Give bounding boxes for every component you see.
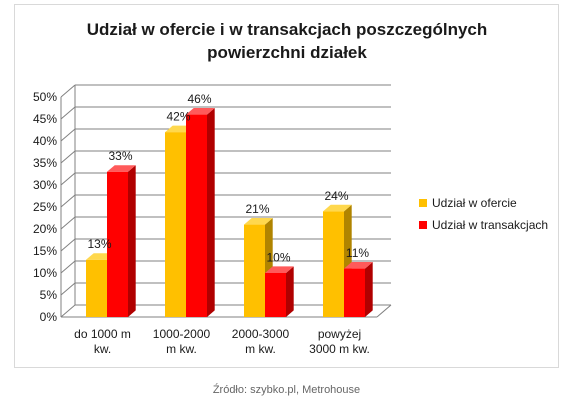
bar-top (323, 204, 352, 212)
data-label: 10% (266, 250, 290, 264)
y-tick-label: 40% (33, 134, 57, 148)
data-label: 24% (324, 189, 348, 203)
bar-top (344, 262, 373, 269)
bar (86, 259, 107, 317)
bar-side (286, 266, 294, 317)
x-category-label: kw. (94, 342, 111, 356)
y-tick-label: 10% (33, 266, 57, 280)
y-tick-label: 15% (33, 244, 57, 258)
bar-top (186, 108, 215, 115)
gridline-depth (60, 216, 76, 230)
x-category-label: powyżej (318, 327, 361, 341)
x-category-label: 2000-3000 (232, 327, 290, 341)
bar (107, 171, 128, 317)
gridline-depth (60, 128, 76, 142)
bar (165, 132, 186, 317)
gridline-depth (60, 194, 76, 208)
gridline-depth (60, 304, 76, 318)
bar-top (107, 165, 136, 172)
y-tick-label: 30% (33, 178, 57, 192)
y-tick-label: 35% (33, 156, 57, 170)
bar-side (207, 108, 215, 317)
gridline-depth (60, 238, 76, 252)
bars (86, 108, 373, 317)
legend-label: Udział w transakcjach (432, 218, 548, 232)
bar (244, 224, 265, 317)
source-caption: Źródło: szybko.pl, Metrohouse (212, 384, 361, 396)
legend-label: Udział w ofercie (432, 196, 517, 210)
y-tick-label: 5% (40, 288, 58, 302)
data-label: 46% (187, 92, 211, 106)
data-labels: 13% 33% 42% 46% 21% 10% 24% 11% (87, 92, 369, 264)
bar-top (265, 266, 294, 273)
bar-top (244, 218, 273, 225)
y-tick-label: 45% (33, 112, 57, 126)
bar-side (365, 262, 373, 317)
floor-right-edge (376, 304, 392, 318)
y-tick-label: 20% (33, 222, 57, 236)
x-category-label: 3000 m kw. (309, 342, 370, 356)
bar (265, 273, 286, 317)
gridline-depth (60, 84, 76, 98)
x-category-label: m kw. (166, 342, 197, 356)
chart-title-line-2: powierzchni działek (207, 43, 367, 62)
y-axis-ticks: 0% 5% 10% 15% 20% 25% 30% 35% 40% 45% 50% (33, 90, 57, 324)
data-label: 21% (245, 202, 269, 216)
gridline-depth (60, 106, 76, 120)
y-tick-label: 0% (40, 310, 58, 324)
chart-frame: Udział w ofercie i w transakcjach poszcz… (14, 4, 559, 368)
data-label: 42% (166, 110, 190, 124)
data-label: 13% (87, 237, 111, 251)
bar-side (128, 165, 136, 317)
x-category-label: m kw. (245, 342, 276, 356)
bar-chart: Udział w ofercie i w transakcjach poszcz… (33, 20, 548, 356)
gridline-depth (60, 282, 76, 296)
x-category-label: 1000-2000 (153, 327, 211, 341)
y-tick-label: 50% (33, 90, 57, 104)
chart-title: Udział w ofercie i w transakcjach poszcz… (87, 20, 488, 62)
legend-swatch (419, 199, 427, 207)
bar (186, 114, 207, 317)
data-label: 33% (108, 149, 132, 163)
chart-title-line-1: Udział w ofercie i w transakcjach poszcz… (87, 20, 488, 39)
bar (344, 268, 365, 317)
legend-swatch (419, 221, 427, 229)
gridline-depth (60, 172, 76, 186)
x-category-label: do 1000 m (74, 327, 131, 341)
data-label: 11% (346, 246, 369, 260)
gridline-depth (60, 260, 76, 274)
y-tick-label: 25% (33, 200, 57, 214)
legend: Udział w ofercie Udział w transakcjach (419, 196, 548, 232)
bar (323, 211, 344, 317)
gridline-depth (60, 150, 76, 164)
